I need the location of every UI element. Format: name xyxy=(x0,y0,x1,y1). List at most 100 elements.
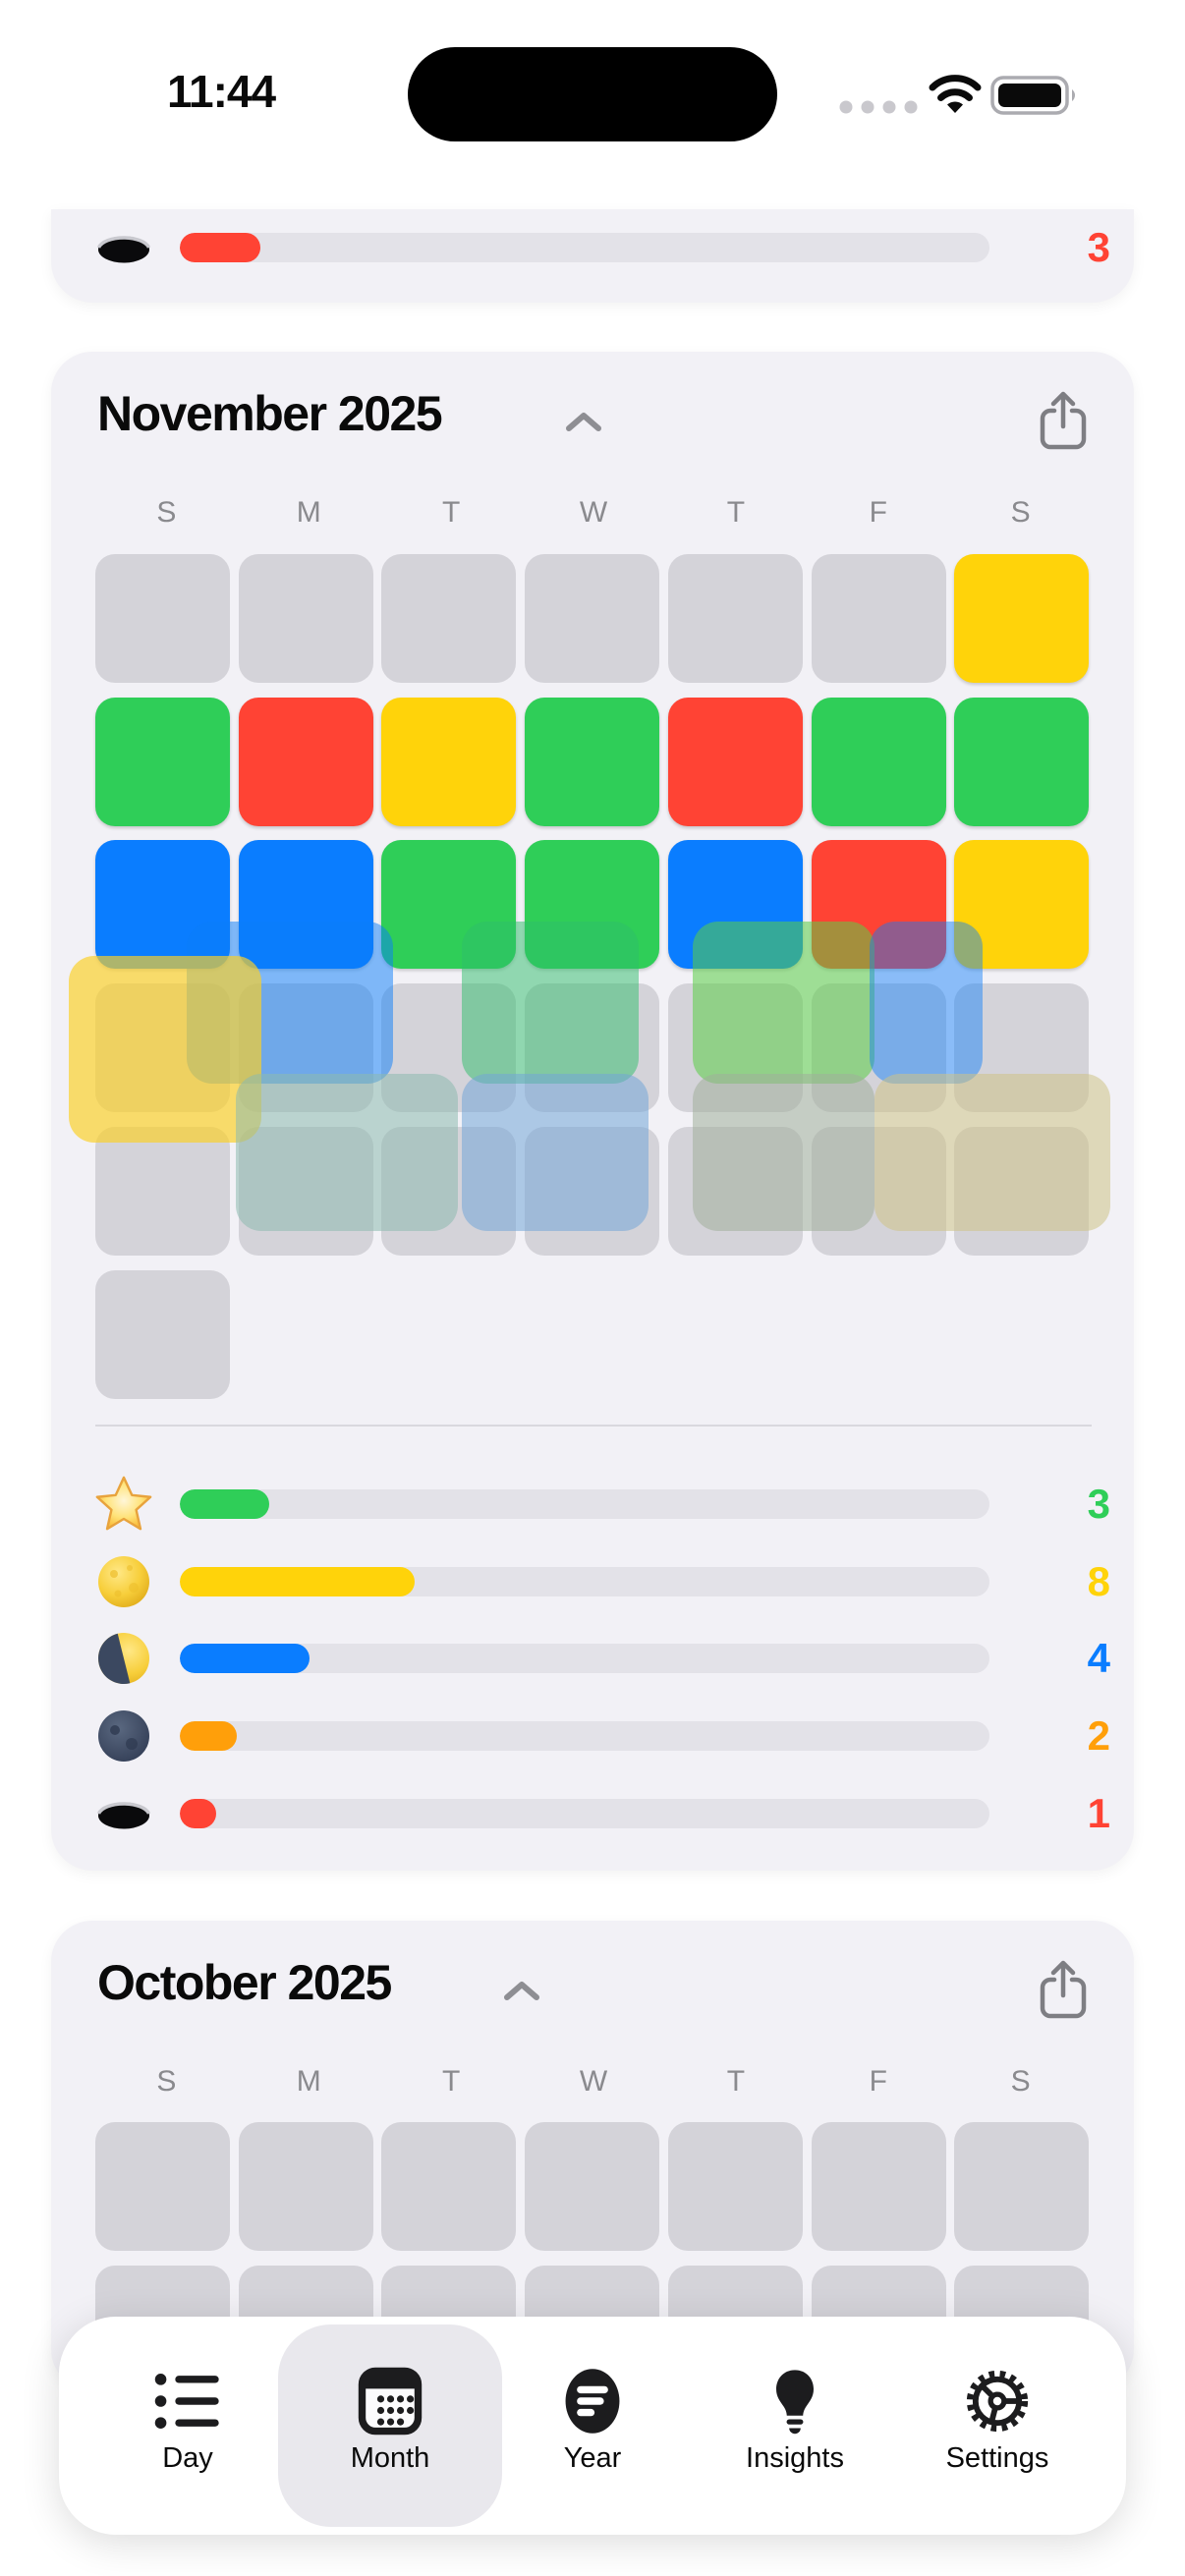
day-cell[interactable] xyxy=(525,697,660,826)
day-cell[interactable] xyxy=(811,697,946,826)
weekday-label: W xyxy=(579,496,608,529)
day-cell[interactable] xyxy=(667,554,803,683)
legend-bar-track xyxy=(180,233,989,263)
day-cell[interactable] xyxy=(95,1126,230,1256)
day-cell[interactable] xyxy=(954,697,1090,826)
day-cell[interactable] xyxy=(811,983,946,1113)
tab-settings[interactable]: Settings xyxy=(914,2317,1081,2535)
day-cell[interactable] xyxy=(95,2122,230,2251)
weekday-label: S xyxy=(1010,2065,1031,2098)
day-cell[interactable] xyxy=(954,554,1090,683)
legend-count: 3 xyxy=(1087,224,1110,271)
day-cell[interactable] xyxy=(811,554,946,683)
day-cell[interactable] xyxy=(95,697,230,826)
day-cell[interactable] xyxy=(954,840,1090,970)
day-cell[interactable] xyxy=(381,697,517,826)
legend-bar-fill xyxy=(180,233,261,263)
day-cell[interactable] xyxy=(95,554,230,683)
share-icon[interactable] xyxy=(1038,1958,1089,2021)
day-cell[interactable] xyxy=(525,2122,660,2251)
day-cell[interactable] xyxy=(667,697,803,826)
dynamic-island xyxy=(408,47,777,141)
legend-count: 8 xyxy=(1087,1557,1110,1604)
legend-bar-track xyxy=(180,1721,989,1752)
tab-label: Year xyxy=(563,2442,622,2474)
day-cell[interactable] xyxy=(238,983,373,1113)
legend-bar-fill xyxy=(180,1644,310,1674)
day-cell[interactable] xyxy=(811,2122,946,2251)
tab-year[interactable]: Year xyxy=(509,2317,676,2535)
legend-bar-fill xyxy=(180,1566,415,1596)
day-cell[interactable] xyxy=(95,983,230,1113)
legend: 3 8 4 2 1 xyxy=(51,1466,1134,1852)
weekday-label: T xyxy=(726,496,746,529)
collapse-chevron-up-icon[interactable] xyxy=(562,409,605,441)
tab-month[interactable]: Month xyxy=(307,2317,474,2535)
weekday-label: W xyxy=(579,2065,608,2098)
day-cell[interactable] xyxy=(954,1126,1090,1256)
day-cell[interactable] xyxy=(525,1126,660,1256)
full-moon-icon xyxy=(92,1550,155,1613)
settings-gear-icon xyxy=(960,2364,1035,2438)
last-quarter-moon-icon xyxy=(92,1627,155,1690)
day-cell[interactable] xyxy=(811,840,946,970)
day-cell[interactable] xyxy=(667,840,803,970)
legend-count: 2 xyxy=(1087,1712,1110,1760)
day-cell[interactable] xyxy=(954,983,1090,1113)
hole-icon xyxy=(92,216,155,279)
day-cell[interactable] xyxy=(954,2122,1090,2251)
day-cell[interactable] xyxy=(238,554,373,683)
tab-bar: Day Month Year Insights Settings xyxy=(59,2317,1126,2535)
day-cell[interactable] xyxy=(238,1126,373,1256)
legend-row: 1 xyxy=(51,1774,1134,1852)
cellular-dots-icon xyxy=(837,98,920,121)
legend-partial: 3 xyxy=(51,209,1134,287)
legend-count: 1 xyxy=(1087,1789,1110,1836)
legend-bar-track xyxy=(180,1798,989,1828)
calendar-grid xyxy=(95,554,1092,1556)
collapse-chevron-up-icon[interactable] xyxy=(500,1978,543,2010)
weekday-label: F xyxy=(869,496,887,529)
share-icon[interactable] xyxy=(1038,389,1089,452)
legend-row: 2 xyxy=(51,1698,1134,1775)
tab-day[interactable]: Day xyxy=(104,2317,271,2535)
day-cell[interactable] xyxy=(381,840,517,970)
legend-count: 3 xyxy=(1087,1481,1110,1528)
battery-icon xyxy=(990,73,1079,123)
day-cell[interactable] xyxy=(381,1126,517,1256)
weekday-label: S xyxy=(1010,496,1031,529)
day-cell[interactable] xyxy=(525,840,660,970)
legend-bar-track xyxy=(180,1566,989,1596)
star-icon xyxy=(92,1473,155,1536)
day-cell[interactable] xyxy=(381,554,517,683)
day-cell[interactable] xyxy=(525,983,660,1113)
weekday-label: M xyxy=(296,2065,321,2098)
day-cell[interactable] xyxy=(381,2122,517,2251)
day-cell[interactable] xyxy=(381,983,517,1113)
day-cell[interactable] xyxy=(525,554,660,683)
day-cell[interactable] xyxy=(95,1269,230,1399)
day-cell[interactable] xyxy=(811,1126,946,1256)
weekday-label: T xyxy=(441,496,461,529)
legend-row: 8 xyxy=(51,1543,1134,1621)
legend-bar-track xyxy=(180,1644,989,1674)
day-cell[interactable] xyxy=(238,2122,373,2251)
day-cell[interactable] xyxy=(667,1126,803,1256)
day-cell[interactable] xyxy=(667,2122,803,2251)
weekday-label: M xyxy=(296,496,321,529)
day-cell[interactable] xyxy=(95,840,230,970)
legend-bar-fill xyxy=(180,1721,237,1752)
day-cell[interactable] xyxy=(238,697,373,826)
day-cell[interactable] xyxy=(238,840,373,970)
weekday-label: S xyxy=(156,2065,177,2098)
legend-count: 4 xyxy=(1087,1635,1110,1682)
day-cell[interactable] xyxy=(667,983,803,1113)
weekday-label: T xyxy=(726,2065,746,2098)
hole-icon xyxy=(92,1782,155,1845)
tab-label: Month xyxy=(350,2442,430,2474)
tab-insights[interactable]: Insights xyxy=(711,2317,878,2535)
month-card-november: November 2025 S M T W T F S 3 8 4 2 1 xyxy=(51,352,1134,1871)
tab-label: Insights xyxy=(746,2442,844,2474)
